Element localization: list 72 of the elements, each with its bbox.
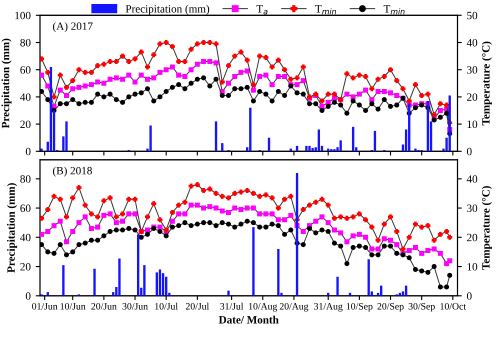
y2-tick-label: 30 [467,66,478,74]
y-axis-title: Precipitation (mm) [1,38,12,128]
bar [327,292,330,296]
x-tick-label: 01/Jun [32,303,58,310]
x-tick-label: 20/Jul [186,302,210,310]
annotation: (B) 2018 [53,166,92,177]
bar [339,140,342,152]
y-tick-label: 20 [20,120,31,128]
y2-tick-label: 30 [467,204,478,212]
legend-label: T$_{min}$ [384,5,405,14]
bar [311,148,314,152]
y-tick-label: 40 [20,234,31,242]
y2-tick-label: 40 [466,38,478,46]
x-tick-label: 31/Aug [314,303,343,312]
bar [352,126,354,152]
bar [165,276,168,296]
bar [62,265,65,296]
bar [221,143,224,152]
y2-tick-label: 0 [466,148,472,156]
x-tick-label: 10/Oct [440,303,466,310]
y-tick-label: 0 [26,292,31,300]
x-axis-title: Date/ Month [218,316,279,324]
x-tick-label: 20/Jun [91,303,117,310]
y2-tick-label: 10 [468,120,478,128]
x-tick-label: 10/Jul [155,302,178,310]
y-tick-label: 100 [15,12,31,20]
x-tick-label: 30/Sep [408,303,435,312]
y2-tick-label: 10 [468,263,478,271]
bar [305,146,308,152]
legend-label: Precipitation (mm) [126,4,210,15]
y-tick-label: 80 [20,175,31,183]
y-tick-label: 40 [20,93,31,101]
bar [368,259,370,296]
bar [50,66,52,152]
bar [318,130,320,152]
legend-label: T$_{a}$ [256,5,268,14]
annotation: (A) 2017 [53,22,93,32]
y2-tick-label: 40 [466,175,478,183]
legend-label: T$_{min}$ [315,5,336,14]
y-tick-label: 60 [20,66,31,74]
x-tick-label: 10/Sep [346,303,372,312]
bar [404,286,408,296]
y2-tick-label: 50 [467,12,478,20]
bar [149,125,152,152]
y2-tick-label: 20 [467,93,478,101]
bar [143,265,146,296]
y2-axis-title: Temperature (°C) [482,42,492,126]
x-tick-label: 30/Jun [122,303,148,310]
bar [156,272,158,296]
y2-tick-label: 20 [467,234,478,242]
bar [327,148,330,152]
x-tick-label: 10/Jun [60,303,86,310]
bar [290,148,292,152]
bar [398,292,402,296]
bar [46,292,49,296]
bar [249,108,252,152]
y-tick-label: 60 [20,204,31,212]
bar [426,100,430,152]
x-tick-label: 10/Aug [249,303,278,312]
bar [448,96,451,152]
bar [136,234,140,296]
y2-axis-title: Temperature (°C) [482,186,492,270]
y-tick-label: 80 [20,38,31,46]
x-tick-label: 31/Jul [220,302,244,310]
y-axis-title: Precipitation (mm) [7,183,18,273]
bar [380,286,382,296]
x-tick-label: 20/Aug [280,303,308,312]
x-tick-label: 20/Sep [377,303,404,312]
y-tick-label: 20 [20,263,31,271]
bar [277,249,280,296]
y-tick-label: 0 [26,148,31,156]
y2-tick-label: 0 [466,292,472,300]
